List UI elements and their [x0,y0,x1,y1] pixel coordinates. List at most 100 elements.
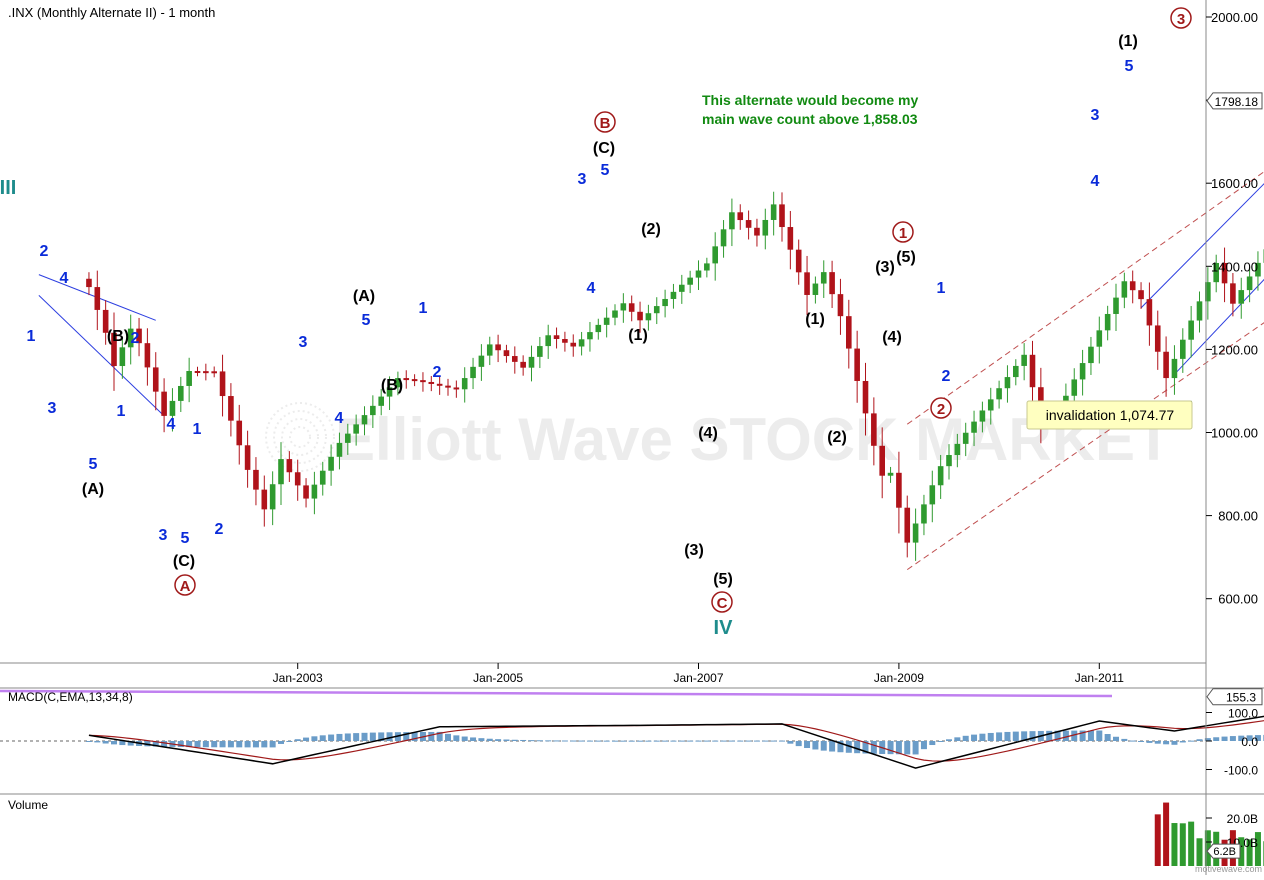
candle-body [470,367,476,378]
wave-label-text: (4) [698,425,718,442]
macd-histogram-bar [303,738,309,741]
macd-histogram-bar [612,741,618,742]
candle-body [120,347,126,366]
candle-body [303,485,309,498]
macd-histogram-bar [1222,737,1228,741]
macd-histogram-bar [1230,736,1236,741]
macd-histogram-bar [520,740,526,741]
macd-histogram-bar [696,741,702,742]
wave-label-text: (B) [381,377,403,394]
candle-body [504,350,510,356]
candle-body [1071,379,1077,395]
wave-label-text: C [717,595,728,612]
wave-label-text: 1 [193,421,202,438]
macd-histogram-bar [771,741,777,742]
macd-histogram-bar [704,741,710,742]
wave-label-text: 1 [27,328,36,345]
macd-histogram-bar [996,732,1002,741]
candle-body [1230,283,1236,303]
candle-body [195,371,201,373]
macd-histogram-bar [687,741,693,742]
candle-body [429,382,435,384]
candle-body [295,472,301,485]
candle-body [1197,301,1203,320]
wave-label-text: (1) [628,327,648,344]
wave-label-text: 4 [167,416,176,433]
candle-body [788,227,794,250]
macd-histogram-bar [211,741,217,747]
price-tick-label: 800.00 [1218,509,1258,524]
candle-body [829,272,835,294]
wave-label-text: 2 [942,368,951,385]
macd-histogram-bar [445,734,451,741]
macd-histogram-bar [963,736,969,741]
wave-label-black: (3) [684,542,704,559]
wave-label-blue: 5 [89,456,98,473]
macd-histogram-bar [537,740,543,741]
macd-histogram-bar [1113,737,1119,741]
candle-body [86,279,92,287]
volume-value-label: 6.2B [1213,846,1236,858]
last-price-label: 1798.18 [1215,95,1259,109]
wave-label-black: (A) [82,481,104,498]
wave-label-text: 2 [433,364,442,381]
macd-histogram-bar [119,741,125,745]
date-tick-label: Jan-2007 [673,671,723,685]
candle-body [604,318,610,325]
candle-body [913,523,919,542]
wave-label-text: 3 [1177,11,1185,28]
macd-histogram-bar [245,741,251,747]
candle-body [337,443,343,457]
candle-body [779,204,785,227]
wave-label-text: 1 [117,403,126,420]
wave-label-blue: 3 [159,527,168,544]
wave-label-black: (C) [593,140,615,157]
macd-histogram-bar [1197,739,1203,741]
macd-histogram-bar [812,741,818,749]
candle-body [253,470,259,490]
candle-body [262,490,268,510]
wave-label-text: (2) [641,221,661,238]
candle-body [445,386,451,388]
wave-label-text: (1) [1118,33,1138,50]
candle-body [228,396,234,421]
macd-histogram-bar [1121,739,1127,741]
macd-histogram-bar [462,737,468,741]
candle-body [554,335,560,339]
candle-body [353,424,359,433]
wave-label-text: A [180,578,191,595]
macd-histogram-bar [320,735,326,741]
candle-body [930,485,936,504]
candle-body [545,335,551,346]
wave-label-text: 1 [899,225,907,242]
candle-body [153,367,159,391]
macd-histogram-bar [1163,741,1169,744]
macd-histogram-bar [495,739,501,741]
comment-line-2: main wave count above 1,858.03 [702,111,918,127]
wave-label-text: 3 [1091,107,1100,124]
candle-body [1155,325,1161,351]
candle-body [813,284,819,295]
wave-label-text: 4 [335,410,344,427]
candle-body [980,410,986,421]
candle-body [1238,290,1244,304]
volume-bar [1163,803,1169,866]
candle-body [1013,366,1019,377]
macd-histogram-bar [796,741,802,746]
wave-label-black: (1) [628,327,648,344]
candle-body [888,473,894,476]
price-tick-label: 2000.00 [1211,10,1258,25]
candle-body [362,415,368,424]
candle-body [587,332,593,339]
wave-label-text: (A) [353,288,375,305]
wave-label-circle: 3 [1171,8,1191,28]
candle-body [804,272,810,295]
volume-bar [1180,823,1186,866]
candle-body [1130,281,1136,290]
candle-body [737,212,743,220]
wave-label-circle: 2 [931,398,951,418]
candle-body [821,272,827,283]
wave-label-text: 5 [89,456,98,473]
watermark-site: motivewave.com [1195,864,1262,874]
